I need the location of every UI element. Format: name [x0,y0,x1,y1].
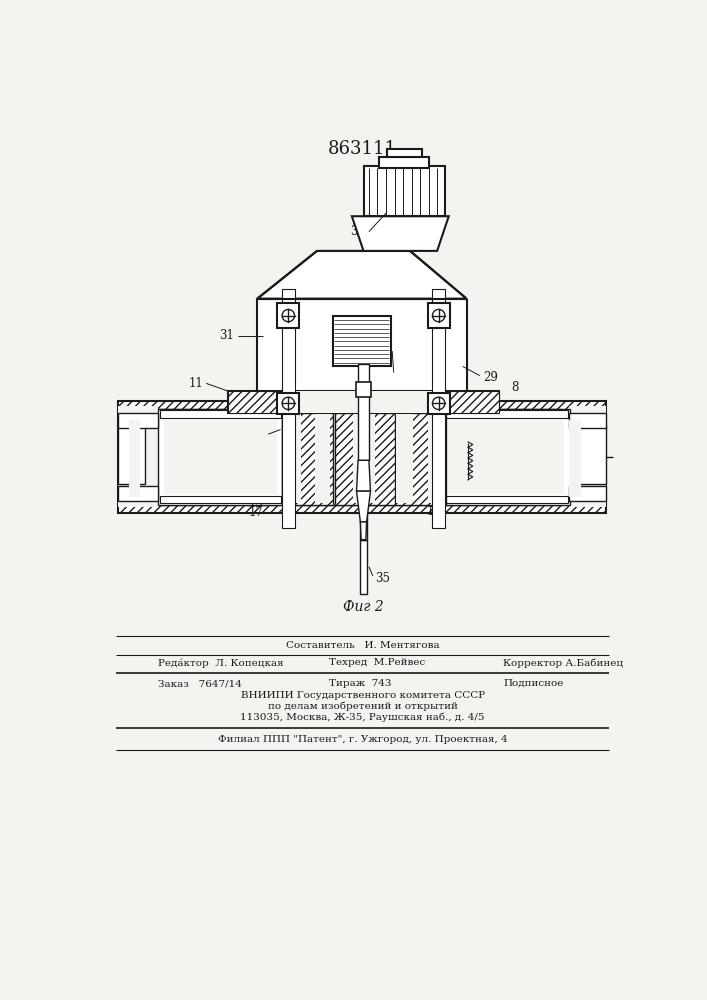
Bar [118,426,145,484]
Bar [158,409,282,505]
Bar [282,289,295,528]
Bar [158,409,561,505]
Bar [379,157,429,168]
Polygon shape [257,251,472,299]
Text: 11: 11 [188,377,203,390]
Bar [443,410,568,418]
Circle shape [282,397,295,410]
Polygon shape [569,406,606,507]
Text: Тираж  743: Тираж 743 [329,679,391,688]
Bar [569,413,606,428]
Bar [118,401,606,513]
Bar [118,482,158,505]
Polygon shape [257,251,467,299]
Bar [396,414,413,503]
Text: по делам изобретений и открытий: по делам изобретений и открытий [268,702,457,711]
Text: 16: 16 [460,443,475,456]
Bar [160,410,281,418]
Polygon shape [356,491,370,522]
Text: 32: 32 [350,225,365,238]
Text: Составитель   И. Ментягова: Составитель И. Ментягова [286,641,440,650]
Bar [360,540,368,594]
Bar [443,496,568,503]
Polygon shape [335,413,395,505]
Text: ВНИИПИ Государственного комитета СССР: ВНИИПИ Государственного комитета СССР [240,691,485,700]
Bar [160,496,281,503]
Bar [356,382,371,397]
Bar [277,303,299,328]
Bar [118,413,158,428]
Bar [332,316,391,366]
Bar [569,420,580,497]
Polygon shape [282,413,332,505]
Text: Подписное: Подписное [503,679,563,688]
Text: 29: 29 [484,371,498,384]
Text: 8: 8 [512,381,519,394]
Text: 17: 17 [249,506,264,519]
Polygon shape [395,413,446,505]
Bar [442,409,570,505]
Bar [354,414,375,503]
Bar [569,486,606,501]
Polygon shape [352,216,449,251]
Text: Филиал ППП "Патент", г. Ужгород, ул. Проектная, 4: Филиал ППП "Патент", г. Ужгород, ул. Про… [218,735,508,744]
Circle shape [282,309,295,322]
Bar [428,393,450,414]
Bar [257,299,467,391]
Bar [118,486,158,501]
Bar [228,391,499,413]
Polygon shape [361,522,367,540]
Text: Реда́ктор  Л. Копецкая: Реда́ктор Л. Копецкая [158,658,284,668]
Bar [363,166,445,216]
Text: Корректор А.Бабинец: Корректор А.Бабинец [503,658,623,668]
Circle shape [433,309,445,322]
Polygon shape [445,391,499,413]
Bar [118,440,158,463]
Text: Техред  М.Рейвес: Техред М.Рейвес [329,658,425,667]
Bar [277,393,299,414]
Bar [360,505,368,540]
Text: 9: 9 [303,381,310,394]
Bar [579,426,606,484]
Text: 31: 31 [219,329,234,342]
Text: 36: 36 [349,389,363,402]
Text: 10: 10 [426,505,441,518]
Bar [164,420,276,494]
Bar [448,420,564,494]
Bar [129,420,140,497]
Polygon shape [118,406,158,507]
Text: Фиг 2: Фиг 2 [343,600,384,614]
Bar [284,414,300,503]
Text: 113035, Москва, Ж-35, Раушская наб., д. 4/5: 113035, Москва, Ж-35, Раушская наб., д. … [240,713,485,722]
Circle shape [433,397,445,410]
Text: 14: 14 [428,497,443,510]
Text: 37: 37 [397,369,411,382]
Text: 15: 15 [249,497,264,510]
Bar [387,149,421,157]
Text: 863111: 863111 [328,140,397,158]
Bar [428,414,445,503]
Bar [315,414,330,503]
Text: 30: 30 [250,429,265,442]
Text: 35: 35 [375,572,390,585]
Text: 38: 38 [375,389,390,402]
Bar [358,364,369,460]
Bar [433,289,445,528]
Polygon shape [228,391,282,413]
Bar [282,391,445,413]
Polygon shape [356,460,370,491]
Bar [428,303,450,328]
Text: Заказ   7647/14: Заказ 7647/14 [158,679,242,688]
